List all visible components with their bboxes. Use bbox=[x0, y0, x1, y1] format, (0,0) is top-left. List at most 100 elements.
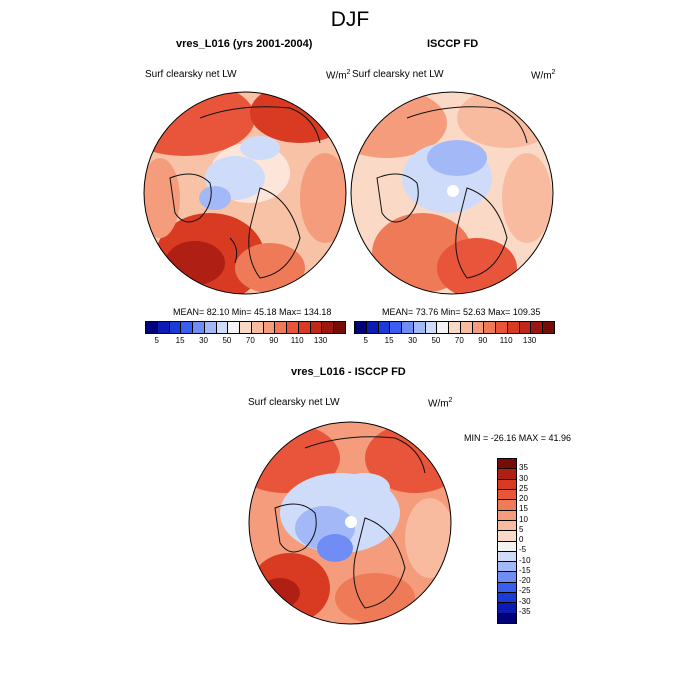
colorbar-swatch bbox=[425, 322, 438, 333]
colorbar-swatch bbox=[181, 322, 194, 333]
colorbar-tick-label: 130 bbox=[313, 336, 328, 345]
colorbar-swatch bbox=[498, 551, 516, 563]
colorbar-tick-label: 5 bbox=[519, 524, 524, 534]
colorbar-tick-label: 110 bbox=[290, 336, 304, 345]
colorbar-swatch bbox=[519, 322, 532, 333]
colorbar-tick-label: 70 bbox=[245, 336, 255, 345]
panel-1-colorbar bbox=[145, 321, 346, 334]
colorbar-swatch bbox=[498, 479, 516, 490]
panel-2-unit: W/m2 bbox=[531, 69, 556, 82]
colorbar-tick-label: 10 bbox=[519, 514, 528, 524]
panel-3-title: vres_L016 - ISCCP FD bbox=[291, 366, 406, 378]
colorbar-swatch bbox=[310, 322, 323, 333]
colorbar-tick-label: -25 bbox=[519, 586, 531, 596]
colorbar-swatch bbox=[437, 322, 450, 333]
panel-2-var-label: Surf clearsky net LW bbox=[352, 69, 444, 80]
colorbar-swatch bbox=[146, 322, 158, 333]
colorbar-swatch bbox=[298, 322, 311, 333]
colorbar-tick-label: 35 bbox=[519, 463, 528, 473]
panel-2-stats: MEAN= 73.76 Min= 52.63 Max= 109.35 bbox=[382, 307, 541, 317]
panel-1-var-label: Surf clearsky net LW bbox=[145, 69, 237, 80]
colorbar-tick-label: 0 bbox=[519, 535, 524, 544]
colorbar-swatch bbox=[390, 322, 403, 333]
panel-2-colorbar bbox=[354, 321, 555, 334]
panel-1-stats: MEAN= 82.10 Min= 45.18 Max= 134.18 bbox=[173, 307, 332, 317]
colorbar-swatch bbox=[263, 322, 276, 333]
panel-2-polar-map bbox=[350, 91, 554, 295]
colorbar-swatch bbox=[498, 500, 516, 511]
colorbar-swatch bbox=[322, 322, 335, 333]
colorbar-swatch bbox=[498, 603, 516, 614]
colorbar-swatch bbox=[498, 572, 516, 583]
figure-title: DJF bbox=[330, 8, 370, 31]
panel-2-title: ISCCP FD bbox=[427, 38, 479, 50]
colorbar-swatch bbox=[507, 322, 520, 333]
colorbar-swatch bbox=[275, 322, 288, 333]
panel-3-unit: W/m2 bbox=[428, 397, 453, 410]
colorbar-tick-label: -30 bbox=[519, 596, 531, 606]
panel-1-unit: W/m2 bbox=[326, 69, 351, 82]
colorbar-swatch bbox=[378, 322, 391, 333]
colorbar-tick-label: 130 bbox=[522, 336, 537, 345]
colorbar-tick-label: -20 bbox=[519, 576, 531, 585]
colorbar-swatch bbox=[498, 510, 516, 521]
colorbar-swatch bbox=[334, 322, 346, 333]
panel-3-stats: MIN = -26.16 MAX = 41.96 bbox=[464, 433, 572, 443]
colorbar-swatch bbox=[498, 469, 516, 480]
colorbar-swatch bbox=[157, 322, 170, 333]
colorbar-tick-label: 15 bbox=[384, 336, 394, 345]
colorbar-tick-label: 5 bbox=[154, 336, 159, 345]
colorbar-swatch bbox=[498, 613, 516, 623]
panel-1-polar-map bbox=[143, 91, 347, 295]
colorbar-swatch bbox=[498, 489, 516, 501]
colorbar-swatch bbox=[498, 562, 516, 573]
colorbar-swatch bbox=[366, 322, 379, 333]
colorbar-tick-label: 30 bbox=[408, 336, 417, 345]
colorbar-swatch bbox=[498, 593, 516, 604]
colorbar-swatch bbox=[413, 322, 426, 333]
colorbar-swatch bbox=[472, 322, 485, 333]
panel-3-var-label: Surf clearsky net LW bbox=[248, 397, 340, 408]
colorbar-swatch bbox=[169, 322, 182, 333]
colorbar-tick-label: 15 bbox=[175, 336, 185, 345]
colorbar-tick-label: 50 bbox=[431, 336, 441, 345]
colorbar-tick-label: 90 bbox=[478, 336, 488, 345]
colorbar-swatch bbox=[531, 322, 544, 333]
colorbar-swatch bbox=[402, 322, 414, 333]
colorbar-tick-label: 20 bbox=[519, 494, 528, 503]
colorbar-tick-label: 110 bbox=[499, 336, 513, 345]
colorbar-swatch bbox=[498, 531, 516, 542]
panel-3-colorbar bbox=[497, 458, 517, 624]
colorbar-tick-label: 5 bbox=[363, 336, 368, 345]
colorbar-tick-label: -15 bbox=[519, 565, 531, 575]
colorbar-swatch bbox=[460, 322, 473, 333]
colorbar-swatch bbox=[449, 322, 461, 333]
colorbar-tick-label: 70 bbox=[454, 336, 464, 345]
colorbar-tick-label: -35 bbox=[519, 606, 531, 616]
colorbar-tick-label: 30 bbox=[199, 336, 208, 345]
colorbar-tick-label: 30 bbox=[519, 473, 528, 483]
colorbar-swatch bbox=[496, 322, 508, 333]
colorbar-swatch bbox=[498, 541, 516, 552]
colorbar-swatch bbox=[543, 322, 555, 333]
colorbar-swatch bbox=[228, 322, 241, 333]
colorbar-swatch bbox=[251, 322, 264, 333]
colorbar-swatch bbox=[240, 322, 252, 333]
colorbar-tick-label: 15 bbox=[519, 504, 528, 514]
colorbar-swatch bbox=[193, 322, 205, 333]
colorbar-tick-label: -10 bbox=[519, 555, 531, 565]
colorbar-tick-label: 25 bbox=[519, 483, 528, 493]
colorbar-tick-label: -5 bbox=[519, 545, 527, 555]
panel-3-polar-map bbox=[248, 421, 452, 625]
colorbar-swatch bbox=[498, 459, 516, 470]
colorbar-swatch bbox=[204, 322, 217, 333]
colorbar-swatch bbox=[216, 322, 229, 333]
colorbar-swatch bbox=[484, 322, 497, 333]
colorbar-tick-label: 90 bbox=[269, 336, 279, 345]
colorbar-tick-label: 50 bbox=[222, 336, 232, 345]
panel-1-title: vres_L016 (yrs 2001-2004) bbox=[176, 38, 313, 50]
colorbar-swatch bbox=[287, 322, 299, 333]
colorbar-swatch bbox=[498, 582, 516, 594]
colorbar-swatch bbox=[355, 322, 367, 333]
